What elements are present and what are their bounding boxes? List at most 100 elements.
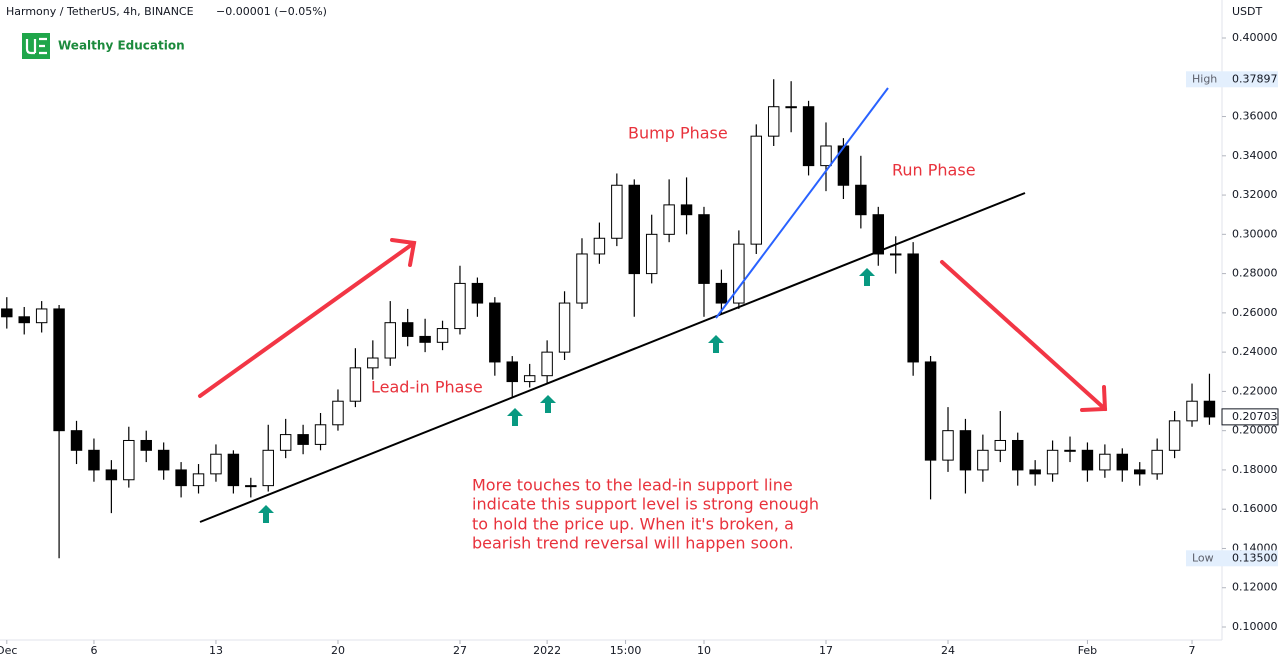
x-tick-label: Dec (0, 644, 17, 657)
candle-body (18, 316, 30, 324)
candle-body (628, 184, 640, 275)
candle-body (35, 308, 48, 324)
candle-body (593, 237, 606, 255)
candle-body (645, 233, 658, 275)
support-line (199, 192, 1026, 523)
candle-body (523, 375, 536, 383)
candle-body (436, 328, 449, 343)
x-tick-label: 20 (331, 644, 345, 657)
candle-body (715, 282, 728, 304)
candle-body (419, 335, 431, 343)
candle-body (1099, 453, 1111, 471)
y-tick-label: 0.36000 (1232, 110, 1278, 123)
touch-arrows (258, 268, 875, 523)
note-line: to hold the price up. When it's broken, … (472, 515, 794, 534)
note-line: bearish trend reversal will happen soon. (472, 534, 794, 553)
last-price-badge (1221, 408, 1279, 426)
y-tick-label: 0.40000 (1232, 31, 1278, 44)
candle-body (994, 439, 1007, 451)
candle-body (977, 449, 989, 471)
candle-body (175, 469, 187, 487)
x-tick-label: Feb (1078, 644, 1097, 657)
x-tick-label: 2022 (533, 644, 561, 657)
x-tick-label: 13 (209, 644, 223, 657)
candle-body (314, 424, 327, 445)
candle-body (157, 449, 170, 471)
brand-logo-mark (25, 37, 47, 55)
chart-change: −0.00001 (−0.05%) (216, 5, 327, 18)
candle-body (802, 106, 815, 167)
candle-body (88, 449, 100, 471)
candle-body (1046, 449, 1059, 475)
candle-body (279, 434, 292, 451)
x-tick-label: 27 (453, 644, 467, 657)
candle-body (576, 253, 588, 304)
candle-body (384, 322, 396, 359)
x-tick-label: 10 (697, 644, 711, 657)
candle-body (1, 308, 13, 318)
candle-body (698, 214, 710, 284)
candle-body (611, 184, 623, 239)
y-tick-label: 0.20000 (1232, 424, 1278, 437)
y-tick-label: 0.12000 (1232, 581, 1278, 594)
y-tick-label: 0.26000 (1232, 306, 1278, 319)
price-marker-badge (1186, 71, 1278, 88)
y-tick-label: 0.32000 (1232, 188, 1278, 201)
candle-body (750, 135, 763, 245)
candle-body (1151, 449, 1163, 475)
x-tick-label: 15:00 (610, 644, 642, 657)
candle-body (506, 361, 518, 383)
candle-body (855, 184, 867, 216)
bump-phase-label: Bump Phase (628, 124, 728, 143)
y-tick-label: 0.34000 (1232, 149, 1278, 162)
bump-line (715, 87, 889, 319)
last-price-label: 0.20703 (1232, 410, 1278, 423)
candle-body (140, 439, 152, 451)
price-marker-value: 0.13500 (1232, 551, 1278, 564)
candle-body (907, 253, 919, 363)
candle-body (70, 430, 83, 451)
y-tick-label: 0.24000 (1232, 345, 1278, 358)
candle-body (1186, 400, 1198, 422)
candle-body (53, 308, 65, 432)
candle-body (349, 367, 362, 402)
candle-body (105, 469, 118, 481)
price-marker-value: 0.37897 (1232, 72, 1278, 85)
candle-body (367, 357, 379, 369)
x-tick-label: 6 (90, 644, 97, 657)
candle-body (1064, 449, 1076, 452)
run-phase-label: Run Phase (892, 161, 976, 180)
candle-body (1011, 439, 1024, 471)
candle-body (942, 430, 954, 461)
price-marker-badge (1186, 550, 1278, 567)
candle-body (1029, 469, 1041, 475)
y-tick-label: 0.10000 (1232, 620, 1278, 633)
x-tick-label: 24 (941, 644, 955, 657)
chart-title: Harmony / TetherUS, 4h, BINANCE (6, 5, 194, 18)
touch-arrow (258, 505, 274, 523)
note-line: More touches to the lead-in support line (472, 476, 793, 495)
y-tick-label: 0.16000 (1232, 502, 1278, 515)
y-tick-label: 0.30000 (1232, 227, 1278, 240)
up-arrow-head (390, 238, 417, 267)
candle-body (1134, 469, 1146, 475)
candle-body (210, 453, 222, 475)
candle-body (297, 434, 309, 445)
price-marker-name: Low (1192, 551, 1214, 564)
candle-body (332, 400, 344, 426)
candle-body (785, 106, 797, 109)
y-axis-label: USDT (1232, 5, 1263, 18)
candle-body (123, 439, 135, 481)
touch-arrow (540, 395, 556, 413)
x-tick-label: 7 (1189, 644, 1196, 657)
candle-body (471, 282, 484, 304)
candle-body (227, 453, 240, 487)
candle-body (1116, 453, 1129, 471)
candle-body (680, 204, 693, 216)
candle-body (767, 106, 780, 137)
candle-body (959, 430, 972, 471)
candle-body (489, 302, 501, 363)
candle-body (1203, 400, 1216, 418)
